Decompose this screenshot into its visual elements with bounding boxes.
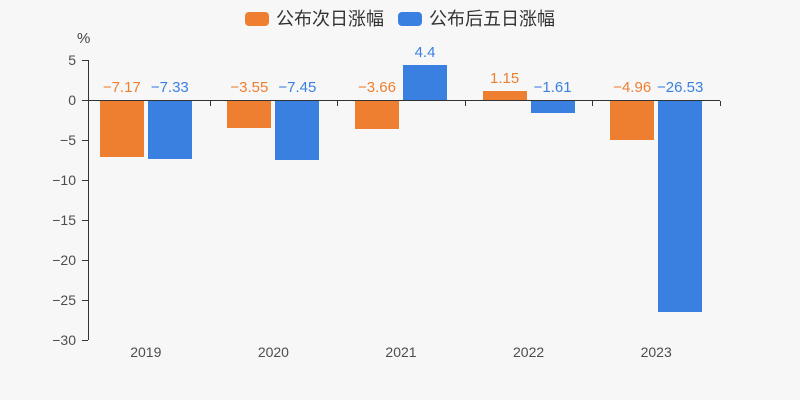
y-axis-line <box>88 60 89 340</box>
x-axis-tick <box>209 101 211 106</box>
bar-公布次日涨幅-2020[interactable] <box>227 100 272 129</box>
y-axis-tick <box>82 100 88 101</box>
y-tick-label: −10 <box>52 172 76 188</box>
y-axis-tick <box>82 300 88 301</box>
y-axis-unit-label: % <box>77 30 91 47</box>
bar-value-label: −7.45 <box>278 79 317 96</box>
y-tick-label: −5 <box>60 132 76 148</box>
y-axis-tick <box>82 60 88 61</box>
y-tick-label: −25 <box>52 292 76 308</box>
x-axis-tick <box>720 101 721 106</box>
x-category-label-2022: 2022 <box>513 344 545 360</box>
y-axis-tick <box>82 180 88 181</box>
y-axis-tick <box>82 340 88 341</box>
y-tick-label: 0 <box>68 92 76 108</box>
y-tick-label: −15 <box>52 212 76 228</box>
bar-value-label: 1.15 <box>489 69 520 87</box>
legend-item-next-day[interactable]: 公布次日涨幅 <box>245 10 384 28</box>
legend-swatch-blue-icon <box>398 12 422 26</box>
bar-value-label: −3.66 <box>358 79 396 96</box>
bar-公布次日涨幅-2022[interactable] <box>482 90 527 100</box>
x-axis-tick <box>464 101 466 106</box>
y-tick-label: −30 <box>52 332 76 348</box>
legend-label-next-day: 公布次日涨幅 <box>276 9 384 29</box>
legend-swatch-orange-icon <box>245 12 269 26</box>
x-category-label-2020: 2020 <box>257 344 289 360</box>
x-axis-line <box>88 100 720 101</box>
bar-公布次日涨幅-2021[interactable] <box>355 100 399 130</box>
legend-item-five-day[interactable]: 公布后五日涨幅 <box>398 10 555 28</box>
bar-公布后五日涨幅-2023[interactable] <box>658 100 703 313</box>
bar-value-label: 4.4 <box>414 43 436 61</box>
chart-legend: 公布次日涨幅 公布后五日涨幅 <box>0 10 800 28</box>
x-category-label-2023: 2023 <box>640 344 672 360</box>
legend-label-five-day: 公布后五日涨幅 <box>429 9 555 29</box>
bar-公布后五日涨幅-2021[interactable] <box>403 64 447 100</box>
bar-公布后五日涨幅-2019[interactable] <box>147 100 192 159</box>
y-axis-tick <box>82 140 88 141</box>
bar-公布后五日涨幅-2020[interactable] <box>275 100 320 160</box>
bar-value-label: −7.17 <box>102 79 141 96</box>
bar-value-label: −4.96 <box>613 79 652 96</box>
bar-公布后五日涨幅-2022[interactable] <box>530 100 575 113</box>
x-category-label-2019: 2019 <box>130 344 162 360</box>
y-tick-label: −20 <box>52 252 76 268</box>
bar-value-label: −1.61 <box>533 79 572 96</box>
bar-公布次日涨幅-2019[interactable] <box>99 100 144 158</box>
x-category-label-2021: 2021 <box>385 344 417 360</box>
bar-value-label: −3.55 <box>230 79 269 96</box>
bar-value-label: −26.53 <box>657 79 704 96</box>
x-axis-tick <box>592 101 594 106</box>
y-axis-tick <box>82 260 88 261</box>
bar-value-label: −7.33 <box>150 79 189 96</box>
y-tick-label: 5 <box>68 52 76 68</box>
x-axis-tick <box>337 101 339 106</box>
y-axis-tick <box>82 220 88 221</box>
bar-公布次日涨幅-2023[interactable] <box>610 100 655 140</box>
